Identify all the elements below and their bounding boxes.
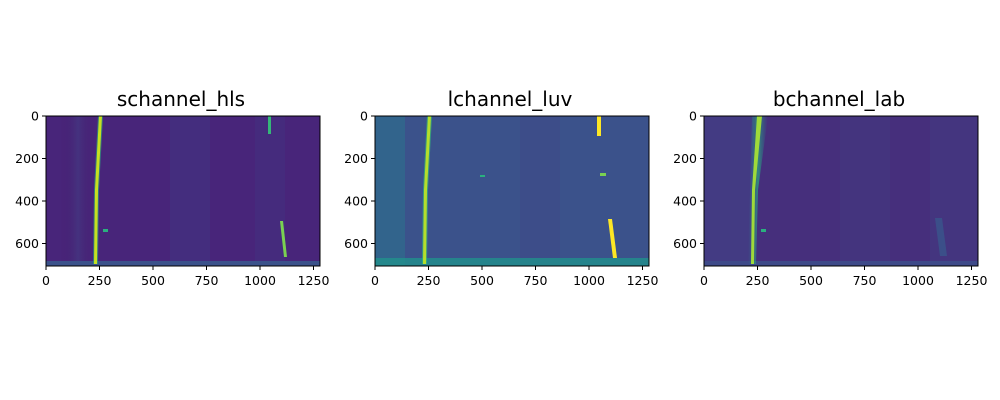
x-axis: 0 250 500 750 1000 1250: [371, 266, 658, 288]
image-area: [375, 116, 649, 266]
x-tick-label: 750: [524, 273, 548, 288]
y-tick-label: 400: [344, 194, 368, 209]
y-tick-label: 200: [15, 151, 39, 166]
y-tick-label: 400: [15, 194, 39, 209]
x-tick-label: 1250: [627, 273, 659, 288]
image-shade-band: [704, 116, 754, 266]
x-tick-label: 1000: [573, 273, 605, 288]
x-tick-label: 250: [88, 273, 112, 288]
y-tick-label: 600: [673, 236, 697, 251]
x-tick-label: 0: [42, 273, 50, 288]
marker-blob: [761, 229, 766, 232]
road-bottom-edge: [704, 261, 978, 266]
x-tick-label: 0: [371, 273, 379, 288]
axes-frame: [374, 115, 650, 267]
x-tick-label: 1000: [902, 273, 934, 288]
lane-line-left: [423, 116, 431, 264]
image-shade-band: [255, 116, 285, 266]
image-shade-band: [60, 116, 96, 266]
lane-line-right-near: [608, 219, 617, 258]
x-tick-label: 250: [746, 273, 770, 288]
panel-title: lchannel_luv: [448, 87, 573, 111]
panel-schannel-hls: schannel_hls 0 250 500 750 1000: [15, 87, 329, 288]
image-shade-band: [375, 116, 405, 266]
x-tick-label: 250: [417, 273, 441, 288]
x-tick-label: 750: [853, 273, 877, 288]
road-bottom-edge: [46, 261, 320, 266]
y-tick-label: 600: [344, 236, 368, 251]
panel-title: bchannel_lab: [773, 87, 905, 111]
y-tick-label: 0: [689, 109, 697, 124]
y-axis: 0 200 400 600: [344, 109, 375, 251]
axes-frame: [703, 115, 979, 267]
x-axis: 0 250 500 750 1000 1250: [42, 266, 329, 288]
right-lane-shadow: [935, 218, 947, 256]
x-tick-label: 1250: [298, 273, 330, 288]
lane-line-right-near: [280, 221, 287, 257]
image-shade-band: [930, 116, 978, 266]
x-tick-label: 500: [470, 273, 494, 288]
lane-line-left: [751, 116, 762, 264]
y-axis: 0 200 400 600: [673, 109, 704, 251]
image-background: [375, 116, 649, 266]
y-tick-label: 200: [673, 151, 697, 166]
x-tick-label: 750: [195, 273, 219, 288]
lane-line-right-far: [597, 116, 601, 136]
panel-lchannel-luv: lchannel_luv 0 250 500 750 1000: [344, 87, 658, 288]
y-tick-label: 200: [344, 151, 368, 166]
image-shade-band: [170, 116, 210, 266]
image-shade-band: [840, 116, 890, 266]
road-bottom-edge: [375, 258, 649, 266]
x-tick-label: 500: [799, 273, 823, 288]
lane-line-left: [94, 116, 102, 264]
lane-line-right-far: [268, 116, 271, 134]
x-tick-label: 1000: [244, 273, 276, 288]
image-area: [46, 116, 320, 266]
x-tick-label: 500: [141, 273, 165, 288]
y-tick-label: 0: [31, 109, 39, 124]
panel-title: schannel_hls: [117, 87, 245, 111]
panel-bchannel-lab: bchannel_lab 0 250 500 750 1000 1250: [673, 87, 987, 288]
y-tick-label: 600: [15, 236, 39, 251]
image-area: [704, 116, 978, 266]
x-axis: 0 250 500 750 1000 1250: [700, 266, 987, 288]
marker-blob: [600, 173, 606, 176]
x-tick-label: 1250: [956, 273, 988, 288]
image-shade-band: [520, 116, 560, 266]
y-tick-label: 400: [673, 194, 697, 209]
y-tick-label: 0: [360, 109, 368, 124]
axes-frame: [45, 115, 321, 267]
x-tick-label: 0: [700, 273, 708, 288]
y-axis: 0 200 400 600: [15, 109, 46, 251]
marker-blob: [480, 175, 485, 177]
marker-blob: [103, 229, 108, 232]
